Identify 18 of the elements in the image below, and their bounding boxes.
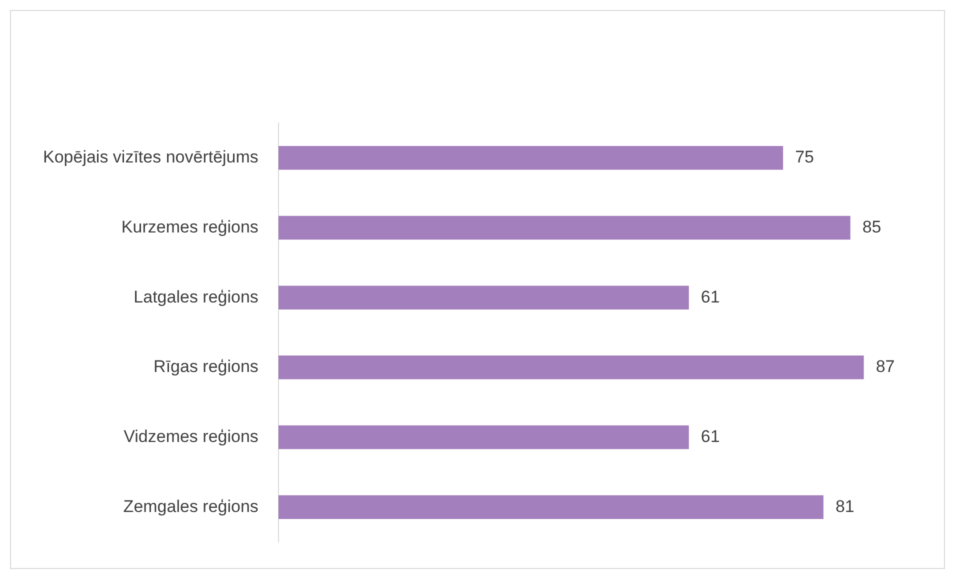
y-tick-label: Kurzemes reģions <box>121 217 258 236</box>
bar <box>278 356 864 380</box>
data-label: 75 <box>795 148 814 167</box>
bar <box>278 425 689 450</box>
y-tick-label: Zemgales reģions <box>123 496 258 516</box>
bar <box>278 495 824 519</box>
bar <box>278 146 784 170</box>
bar <box>278 216 850 240</box>
y-tick-label: Latgales reģions <box>134 287 258 306</box>
y-tick-label: Vidzemes reģions <box>124 426 258 446</box>
data-label: 61 <box>700 287 720 306</box>
y-tick-label: Kopējais vizītes novērtējums <box>42 148 258 167</box>
bar <box>278 286 689 310</box>
data-label: 61 <box>700 426 720 446</box>
data-label: 85 <box>862 217 882 236</box>
y-tick-label: Rīgas reģions <box>154 357 258 376</box>
data-label: 87 <box>876 357 895 376</box>
data-label: 81 <box>835 496 854 516</box>
